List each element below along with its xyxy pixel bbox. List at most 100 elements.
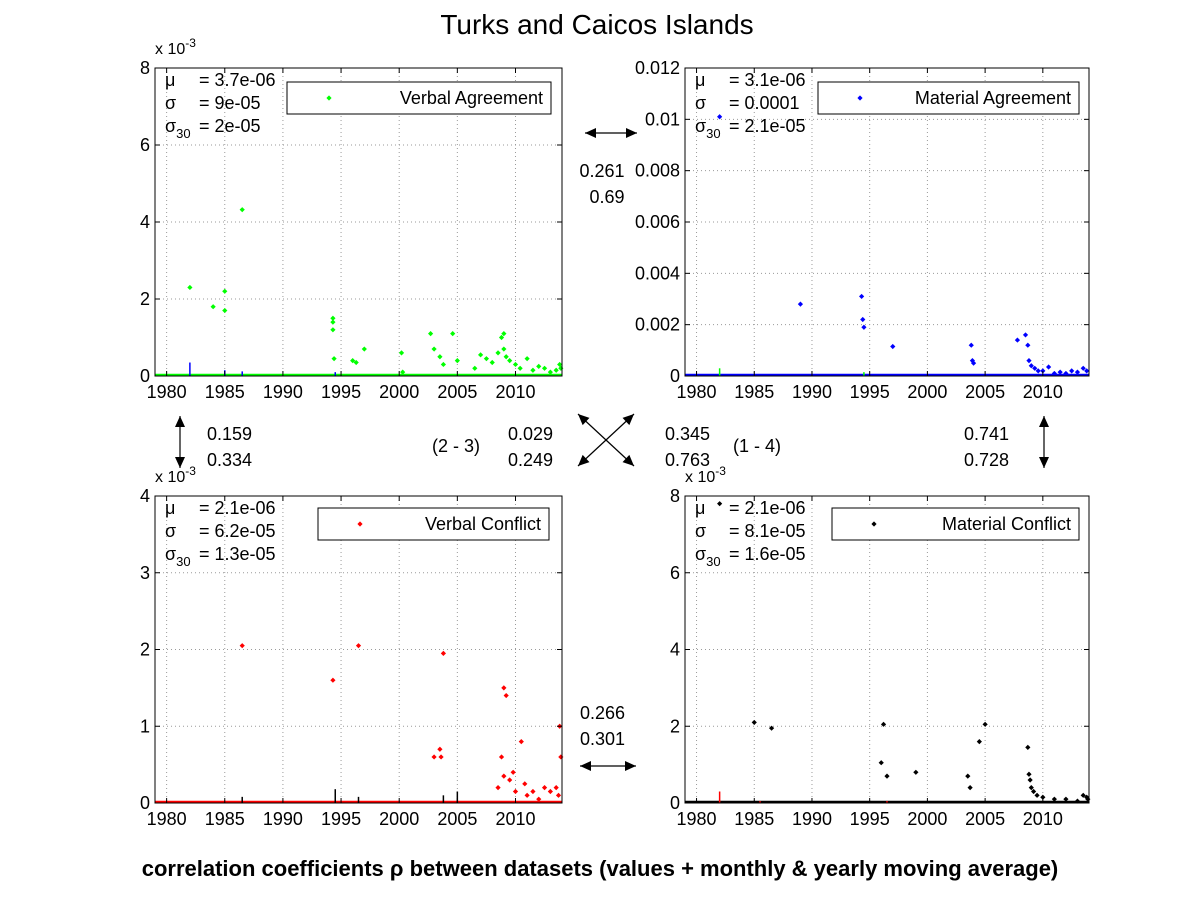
x-tick-label: 2000: [379, 809, 419, 829]
x-tick-label: 2005: [437, 809, 477, 829]
corr-top-1: 0.261: [579, 161, 624, 181]
data-point: [437, 354, 443, 360]
x-tick-label: 2005: [437, 382, 477, 402]
data-point: [878, 760, 884, 766]
data-point: [350, 358, 356, 364]
panel-2: 1980 1985 1990 1995 2000 2005 2010 0 0.002 0.004 0…: [635, 58, 1090, 402]
figure-footer: correlation coefficients ρ between datas…: [142, 856, 1059, 881]
data-point: [431, 346, 437, 352]
stat-mu-value: = 3.1e-06: [729, 70, 806, 90]
arrow-head: [625, 761, 636, 771]
data-point: [355, 643, 362, 649]
y-tick-label: 4: [140, 212, 150, 232]
data-point: [187, 284, 193, 291]
data-point: [222, 307, 228, 314]
data-point: [398, 350, 405, 356]
data-point: [512, 788, 519, 795]
figure-title: Turks and Caicos Islands: [440, 9, 753, 40]
x-tick-label: 2010: [495, 809, 535, 829]
y-tick-label: 3: [140, 563, 150, 583]
data-point: [541, 785, 548, 791]
data-point: [536, 796, 542, 802]
x-tick-label: 2010: [1023, 382, 1063, 402]
data-point: [1025, 342, 1031, 348]
legend-marker: [357, 521, 363, 527]
data-point: [768, 725, 775, 731]
corr-diag-1-4-2: 0.763: [665, 450, 710, 470]
y-tick-label: 0: [670, 366, 680, 386]
stat-sigma-value: = 9e-05: [199, 93, 261, 113]
data-point: [510, 769, 516, 775]
stat-sigma30-value: = 2.1e-05: [729, 116, 806, 136]
data-point: [541, 365, 548, 371]
arrow-head: [580, 761, 591, 771]
data-point: [969, 358, 976, 364]
data-point: [751, 719, 757, 726]
x-tick-label: 1985: [734, 382, 774, 402]
data-point: [553, 367, 559, 373]
data-point: [437, 746, 443, 752]
data-point: [1034, 792, 1040, 798]
corr-bottom-2: 0.301: [580, 729, 625, 749]
data-point: [1040, 368, 1046, 374]
y-tick-label: 2: [670, 716, 680, 736]
data-point: [454, 358, 460, 364]
stat-mu-value: = 2.1e-06: [729, 498, 806, 518]
data-point: [1046, 364, 1052, 370]
corr-diag-2-3-2: 0.249: [508, 450, 553, 470]
data-point: [438, 754, 444, 760]
stat-mu-symbol: μ: [695, 70, 705, 90]
stat-sigma-symbol: σ: [695, 521, 706, 541]
data-point: [797, 301, 804, 307]
y-tick-label: 0.012: [635, 58, 680, 78]
data-point: [530, 788, 536, 795]
stat-mu-symbol: μ: [165, 70, 175, 90]
legend-marker: [326, 95, 332, 101]
x-tick-label: 1990: [263, 382, 303, 402]
data-point: [361, 346, 367, 352]
corr-left-2: 0.334: [207, 450, 252, 470]
data-point: [547, 788, 553, 795]
data-point: [472, 365, 478, 371]
data-point: [1026, 358, 1032, 364]
stat-mu-symbol: μ: [695, 498, 705, 518]
legend-box: [286, 81, 552, 115]
data-point: [503, 692, 509, 699]
data-point: [1084, 794, 1090, 800]
x-tick-label: 1995: [321, 809, 361, 829]
arrow-head: [578, 454, 590, 466]
y-tick-label: 4: [670, 640, 680, 660]
data-point: [968, 342, 974, 348]
data-point: [717, 114, 723, 120]
stat-sigma30-value: = 1.6e-05: [729, 544, 806, 564]
data-point: [239, 643, 245, 649]
data-point: [427, 331, 434, 337]
x-tick-label: 2005: [965, 382, 1005, 402]
data-point: [501, 685, 507, 691]
stat-sigma-symbol: σ: [165, 93, 176, 113]
x-tick-label: 1990: [792, 809, 832, 829]
x-tick-label: 1995: [321, 382, 361, 402]
data-point: [524, 356, 530, 362]
corr-diag-2-3-1: 0.029: [508, 424, 553, 444]
data-point: [501, 346, 507, 352]
data-point: [880, 721, 887, 727]
x-tick-label: 1990: [263, 809, 303, 829]
data-point: [1030, 788, 1037, 795]
y-tick-label: 0: [140, 366, 150, 386]
stat-sigma30-value: = 2e-05: [199, 116, 261, 136]
corr-top-2: 0.69: [589, 187, 624, 207]
stat-mu-value: = 2.1e-06: [199, 498, 276, 518]
data-point: [1080, 365, 1086, 371]
axis-exponent-label: x 10-3: [155, 36, 196, 58]
data-point: [890, 343, 896, 350]
data-point: [1069, 368, 1075, 374]
arrow-head: [622, 414, 634, 426]
y-tick-label: 6: [140, 135, 150, 155]
corr-left-1: 0.159: [207, 424, 252, 444]
data-point: [861, 324, 867, 330]
data-point: [547, 369, 553, 375]
data-point: [431, 754, 437, 760]
